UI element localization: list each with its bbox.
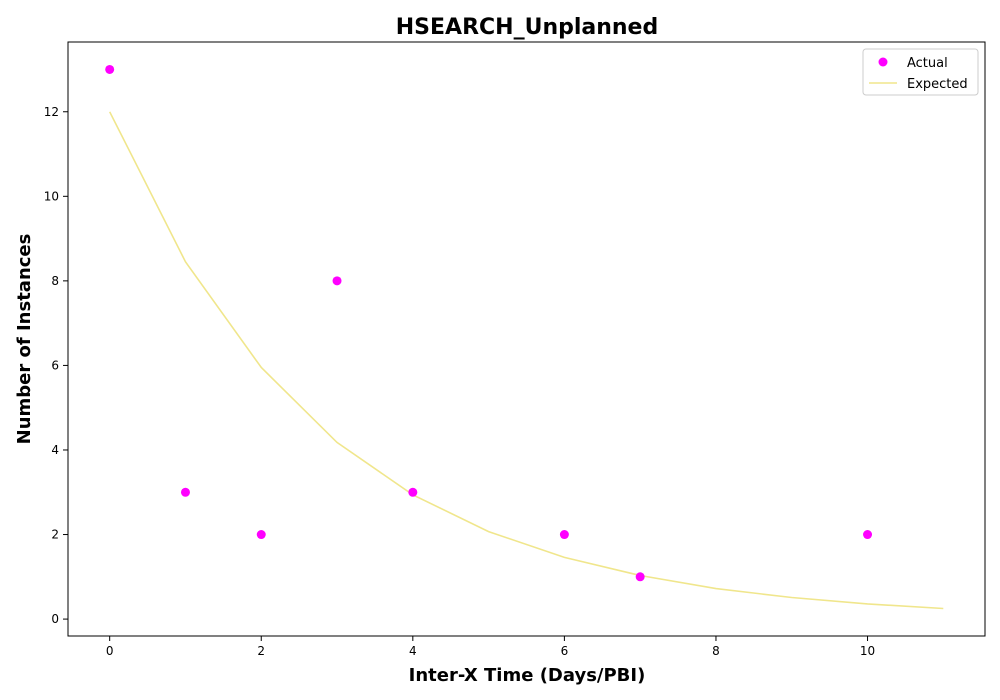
x-tick-label: 2 xyxy=(257,644,265,658)
legend-marker-actual xyxy=(878,57,888,67)
axis-ticks: 0 2 4 6 8 10 0 2 4 6 8 10 12 xyxy=(44,105,875,658)
actual-point xyxy=(635,572,645,582)
y-axis-label: Number of Instances xyxy=(14,234,35,445)
actual-point xyxy=(180,487,190,497)
x-tick-label: 6 xyxy=(561,644,569,658)
y-tick-label: 4 xyxy=(51,443,59,457)
y-tick-label: 0 xyxy=(51,612,59,626)
plot-area xyxy=(105,64,944,610)
x-tick-label: 8 xyxy=(712,644,720,658)
y-tick-label: 6 xyxy=(51,358,59,372)
y-tick-label: 12 xyxy=(44,105,59,119)
y-tick-label: 8 xyxy=(51,274,59,288)
chart-title: HSEARCH_Unplanned xyxy=(396,15,658,40)
expected-line xyxy=(108,111,944,610)
x-tick-label: 0 xyxy=(106,644,114,658)
y-tick-label: 2 xyxy=(51,528,59,542)
actual-point xyxy=(105,64,115,74)
legend-label: Expected xyxy=(907,77,968,92)
plot-frame xyxy=(67,41,986,637)
x-tick-label: 4 xyxy=(409,644,417,658)
actual-point xyxy=(863,530,873,540)
actual-point xyxy=(332,276,342,286)
x-axis-label: Inter-X Time (Days/PBI) xyxy=(409,665,646,686)
legend-label: Actual xyxy=(907,56,948,71)
actual-point xyxy=(559,530,569,540)
y-tick-label: 10 xyxy=(44,189,59,203)
actual-point xyxy=(408,487,418,497)
actual-point xyxy=(256,530,266,540)
x-tick-label: 10 xyxy=(860,644,875,658)
legend: Actual Expected xyxy=(862,48,979,96)
